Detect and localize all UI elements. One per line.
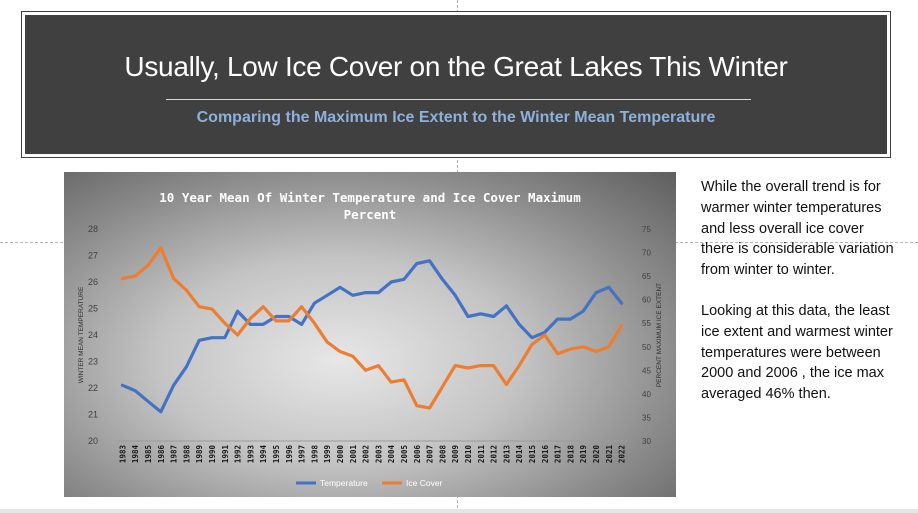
- legend-label-temperature: Temperature: [320, 478, 368, 488]
- x-axis-tick-label: 2002: [362, 445, 371, 463]
- x-axis-tick-label: 1995: [272, 445, 281, 463]
- x-axis-tick-label: 2013: [502, 445, 511, 464]
- x-axis-tick-label: 2008: [438, 445, 447, 464]
- y-axis-tick-label: 22: [88, 383, 98, 393]
- x-axis-tick-label: 2015: [528, 445, 537, 463]
- x-axis-tick-label: 2009: [451, 445, 460, 464]
- x-axis-tick-label: 1991: [221, 445, 230, 464]
- bottom-strip: [0, 509, 918, 513]
- x-axis-tick-label: 1998: [310, 445, 319, 464]
- y2-axis-tick-label: 75: [642, 225, 651, 234]
- side-paragraph-2: Looking at this data, the least ice exte…: [701, 302, 893, 403]
- y2-axis-tick-label: 45: [642, 366, 651, 375]
- x-axis-tick-label: 2018: [566, 445, 575, 464]
- chart-title-line-1: 10 Year Mean Of Winter Temperature and I…: [159, 190, 581, 205]
- x-axis-tick-label: 2012: [490, 445, 499, 463]
- x-axis-tick-label: 1989: [195, 445, 204, 464]
- title-banner: Usually, Low Ice Cover on the Great Lake…: [25, 15, 887, 154]
- y-axis-tick-label: 26: [88, 277, 98, 287]
- y-axis-tick-label: 27: [88, 251, 98, 261]
- y2-axis-tick-label: 70: [642, 249, 651, 258]
- x-axis-tick-label: 2021: [605, 445, 614, 464]
- x-axis-tick-label: 1985: [144, 445, 153, 463]
- side-text-box[interactable]: While the overall trend is for warmer wi…: [701, 177, 896, 425]
- x-axis-tick-label: 1983: [118, 445, 127, 464]
- slide-subtitle[interactable]: Comparing the Maximum Ice Extent to the …: [196, 109, 716, 126]
- y2-axis-tick-label: 30: [642, 437, 651, 446]
- x-axis-tick-label: 1996: [285, 445, 294, 464]
- y2-axis-label: PERCENT MAXIMUM ICE EXTENT: [656, 283, 663, 387]
- series-line-ice-cover: [120, 246, 624, 410]
- x-axis-tick-label: 2022: [618, 445, 627, 463]
- y-axis-label: WINTER MEAN TEMPERATURE: [78, 286, 85, 383]
- x-axis-tick-label: 1987: [170, 445, 179, 463]
- chart-svg: 10 Year Mean Of Winter Temperature and I…: [78, 190, 663, 488]
- x-axis-tick-label: 2003: [374, 445, 383, 464]
- x-axis-tick-label: 1997: [298, 445, 307, 463]
- x-axis-tick-label: 2011: [477, 445, 486, 464]
- x-axis-tick-label: 2017: [554, 445, 563, 463]
- x-axis-tick-label: 2007: [426, 445, 435, 463]
- x-axis-tick-label: 2014: [515, 445, 524, 464]
- side-paragraph-1: While the overall trend is for warmer wi…: [701, 179, 894, 279]
- x-axis-tick-label: 2016: [541, 445, 550, 464]
- chart-area[interactable]: 10 Year Mean Of Winter Temperature and I…: [64, 172, 676, 497]
- y-axis-tick-label: 25: [88, 304, 98, 314]
- x-axis-tick-label: 2001: [349, 445, 358, 464]
- x-axis-tick-label: 1990: [208, 445, 217, 464]
- y-axis-tick-label: 28: [88, 224, 98, 234]
- x-axis-tick-label: 2006: [413, 445, 422, 464]
- series-line-temperature: [120, 259, 624, 414]
- y2-axis-tick-label: 60: [642, 296, 651, 305]
- y-axis-tick-label: 23: [88, 357, 98, 367]
- x-axis-tick-label: 1988: [182, 445, 191, 464]
- x-axis-tick-label: 2004: [387, 445, 396, 464]
- x-axis-tick-label: 1994: [259, 445, 268, 464]
- y2-axis-tick-label: 50: [642, 343, 651, 352]
- x-axis-tick-label: 1993: [246, 445, 255, 464]
- x-axis-tick-label: 2000: [336, 445, 345, 464]
- x-axis-tick-label: 1984: [131, 445, 140, 464]
- x-axis-tick-label: 2019: [579, 445, 588, 464]
- y2-axis-tick-label: 65: [642, 272, 651, 281]
- x-axis-tick-label: 2005: [400, 445, 409, 463]
- y2-axis-tick-label: 40: [642, 390, 651, 399]
- y-axis-tick-label: 24: [88, 330, 98, 340]
- chart-title-line-2: Percent: [344, 207, 397, 222]
- y-axis-tick-label: 20: [88, 436, 98, 446]
- x-axis-tick-label: 2020: [592, 445, 601, 464]
- x-axis-tick-label: 1986: [157, 445, 166, 464]
- y2-axis-tick-label: 35: [642, 413, 651, 422]
- legend-label-ice-cover: Ice Cover: [406, 478, 443, 488]
- x-axis-tick-label: 2010: [464, 445, 473, 464]
- title-divider: [166, 99, 751, 100]
- x-axis-tick-label: 1999: [323, 445, 332, 464]
- x-axis-tick-label: 1992: [234, 445, 243, 463]
- slide-title[interactable]: Usually, Low Ice Cover on the Great Lake…: [124, 51, 788, 82]
- y2-axis-tick-label: 55: [642, 319, 651, 328]
- y-axis-tick-label: 21: [88, 410, 98, 420]
